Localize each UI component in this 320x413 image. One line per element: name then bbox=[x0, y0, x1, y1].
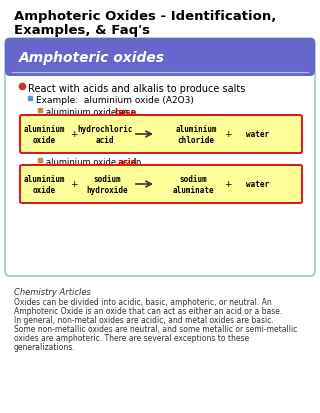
Text: aluminium oxide as a: aluminium oxide as a bbox=[46, 108, 139, 117]
FancyBboxPatch shape bbox=[20, 166, 302, 204]
Text: water: water bbox=[246, 180, 269, 189]
Text: generalizations.: generalizations. bbox=[14, 342, 76, 351]
FancyBboxPatch shape bbox=[20, 116, 302, 154]
Text: aluminium
oxide: aluminium oxide bbox=[23, 125, 65, 145]
Text: aluminium
oxide: aluminium oxide bbox=[23, 175, 65, 195]
Text: aluminium
chloride: aluminium chloride bbox=[175, 125, 217, 145]
FancyBboxPatch shape bbox=[5, 39, 315, 77]
Text: hydrochloric
acid: hydrochloric acid bbox=[77, 125, 133, 145]
Text: In general, non-metal oxides are acidic, and metal oxides are basic.: In general, non-metal oxides are acidic,… bbox=[14, 315, 274, 324]
FancyBboxPatch shape bbox=[5, 39, 315, 276]
Text: +: + bbox=[224, 180, 232, 189]
Text: +: + bbox=[224, 130, 232, 139]
Text: sodium
hydroxide: sodium hydroxide bbox=[86, 175, 128, 195]
Text: Example:  aluminium oxide (A2O3): Example: aluminium oxide (A2O3) bbox=[36, 96, 194, 105]
Text: +: + bbox=[70, 180, 78, 189]
Text: Amphoteric Oxide is an oxide that can act as either an acid or a base.: Amphoteric Oxide is an oxide that can ac… bbox=[14, 306, 282, 315]
Text: Amphoteric Oxides - Identification,: Amphoteric Oxides - Identification, bbox=[14, 10, 276, 23]
Text: base: base bbox=[114, 108, 137, 117]
Text: Some non-metallic oxides are neutral, and some metallic or semi-metallic: Some non-metallic oxides are neutral, an… bbox=[14, 324, 297, 333]
Text: Chemistry Articles: Chemistry Articles bbox=[14, 287, 91, 296]
Text: React with acids and alkalis to produce salts: React with acids and alkalis to produce … bbox=[28, 84, 245, 94]
Text: oxides are amphoteric. There are several exceptions to these: oxides are amphoteric. There are several… bbox=[14, 333, 249, 342]
Text: sodium
aluminate: sodium aluminate bbox=[172, 175, 214, 195]
Text: +: + bbox=[70, 130, 78, 139]
Text: Examples, & Faq's: Examples, & Faq's bbox=[14, 24, 150, 37]
Text: Amphoteric oxides: Amphoteric oxides bbox=[19, 51, 165, 65]
Text: acid: acid bbox=[117, 158, 137, 166]
Text: aluminium oxide as an: aluminium oxide as an bbox=[46, 158, 144, 166]
Bar bbox=[10, 58, 310, 74]
Text: Oxides can be divided into acidic, basic, amphoteric, or neutral. An: Oxides can be divided into acidic, basic… bbox=[14, 297, 272, 306]
Text: water: water bbox=[246, 130, 269, 139]
